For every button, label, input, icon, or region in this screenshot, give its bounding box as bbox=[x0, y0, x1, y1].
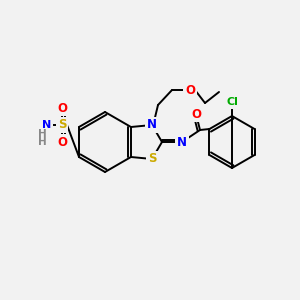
Text: O: O bbox=[191, 107, 201, 121]
Text: N: N bbox=[42, 120, 52, 130]
Text: H: H bbox=[38, 129, 46, 139]
Text: Cl: Cl bbox=[226, 97, 238, 107]
Text: N: N bbox=[177, 136, 187, 148]
Text: O: O bbox=[185, 83, 195, 97]
Text: H: H bbox=[38, 137, 46, 147]
Text: O: O bbox=[57, 136, 67, 148]
Text: N: N bbox=[147, 118, 157, 131]
Text: O: O bbox=[57, 101, 67, 115]
Text: S: S bbox=[58, 118, 66, 131]
Text: S: S bbox=[148, 152, 156, 166]
